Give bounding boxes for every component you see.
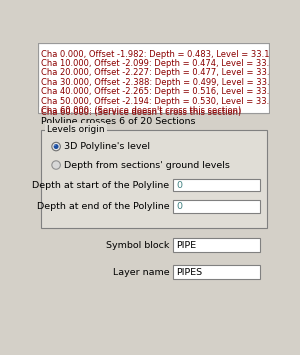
Text: Depth at start of the Polyline: Depth at start of the Polyline <box>32 181 169 190</box>
Text: Cha 30.000, Offset -2.388: Depth = 0.499, Level = 33.566: Cha 30.000, Offset -2.388: Depth = 0.499… <box>40 78 285 87</box>
FancyBboxPatch shape <box>173 265 260 279</box>
Text: Polyline crosses 6 of 20 Sections: Polyline crosses 6 of 20 Sections <box>40 116 195 126</box>
Circle shape <box>52 142 60 151</box>
Text: Cha 0.000, Offset -1.982: Depth = 0.483, Level = 33.187: Cha 0.000, Offset -1.982: Depth = 0.483,… <box>40 50 280 59</box>
Circle shape <box>54 144 56 146</box>
Text: 0: 0 <box>176 202 182 211</box>
FancyBboxPatch shape <box>173 201 260 213</box>
FancyBboxPatch shape <box>38 107 269 114</box>
Text: PIPE: PIPE <box>176 241 196 250</box>
Text: Cha 40.000, Offset -2.265: Depth = 0.516, Level = 33.688: Cha 40.000, Offset -2.265: Depth = 0.516… <box>40 87 285 96</box>
Text: Layer name: Layer name <box>112 268 169 277</box>
Text: Cha 60.000: (Service doesn't cross this section): Cha 60.000: (Service doesn't cross this … <box>40 106 241 115</box>
Text: Levels origin: Levels origin <box>47 125 104 134</box>
Text: Symbol block: Symbol block <box>106 241 169 250</box>
Text: 3D Polyline's level: 3D Polyline's level <box>64 142 150 151</box>
Text: Depth at end of the Polyline: Depth at end of the Polyline <box>37 202 169 211</box>
Circle shape <box>54 144 58 149</box>
Text: PIPES: PIPES <box>176 268 202 277</box>
Text: Cha 60.000: (Service doesn't cross this section): Cha 60.000: (Service doesn't cross this … <box>40 108 241 117</box>
FancyBboxPatch shape <box>40 130 267 228</box>
Text: Cha 50.000, Offset -2.194: Depth = 0.530, Level = 33.807: Cha 50.000, Offset -2.194: Depth = 0.530… <box>40 97 285 105</box>
Text: Cha 20.000, Offset -2.227: Depth = 0.477, Level = 33.448: Cha 20.000, Offset -2.227: Depth = 0.477… <box>40 68 285 77</box>
Text: 0: 0 <box>176 181 182 190</box>
Text: Depth from sections' ground levels: Depth from sections' ground levels <box>64 160 230 170</box>
Text: Cha 10.000, Offset -2.099: Depth = 0.474, Level = 33.319: Cha 10.000, Offset -2.099: Depth = 0.474… <box>40 59 285 68</box>
FancyBboxPatch shape <box>173 238 260 252</box>
Circle shape <box>52 161 60 169</box>
FancyBboxPatch shape <box>38 43 269 113</box>
FancyBboxPatch shape <box>173 179 260 191</box>
